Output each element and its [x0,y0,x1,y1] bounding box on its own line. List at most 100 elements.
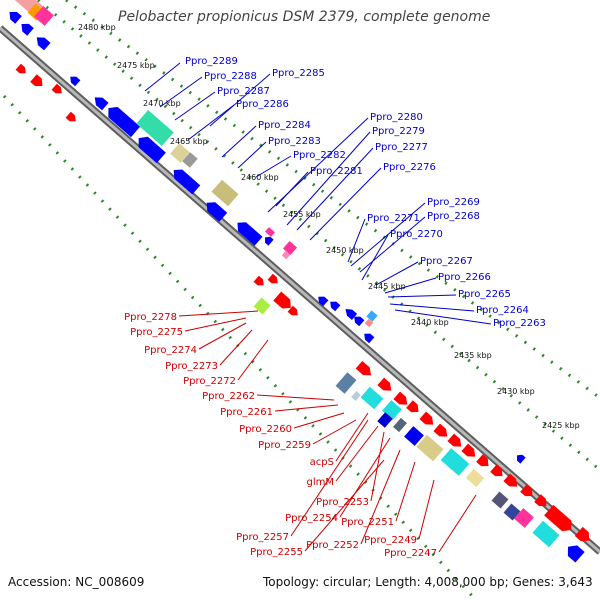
forward-gene-label-leader [221,125,257,158]
forward-gene-label-leader [286,131,371,226]
gene-feature [393,391,408,405]
gene-arrow [544,504,572,532]
ruler-labels: 2480 kbp 2475 kbp 2470 kbp 2465 kbp 2460 kbp… [78,23,580,430]
forward-gene-label: Ppro_2267 [420,256,473,267]
ruler-label: 2460 kbp [241,173,279,182]
gene-feature [318,296,329,307]
gene-feature [351,391,361,401]
gene-arrow [419,411,434,425]
reverse-gene-label: Ppro_2252 [306,540,359,551]
forward-gene-label-leader [375,261,419,286]
gene-feature [433,423,448,437]
gene-block [335,372,357,394]
forward-gene-label: Ppro_2287 [217,86,270,97]
gene-arrow [108,106,141,138]
gene-arrow [94,97,109,111]
ruler-label: 2435 kbp [454,351,492,360]
gene-feature [447,433,462,447]
gene-feature [393,417,407,433]
gene-feature [182,152,198,168]
gene-arrow [490,464,503,477]
reverse-gene-label-leader [418,479,435,540]
gene-arrow [237,222,263,246]
reverse-gene-label: Ppro_2274 [144,345,197,356]
gene-block [366,310,378,322]
forward-gene-label-leader [359,216,426,273]
genome-backbone [0,25,600,555]
forward-gene-label-leader [361,234,389,281]
gene-feature [237,222,263,246]
gene-feature [253,275,264,286]
gene-arrow [534,494,547,507]
gene-feature [30,74,43,87]
reverse-gene-label-leader [360,449,401,545]
reverse-gene-label: Ppro_2275 [130,327,183,338]
ruler-label: 2455 kbp [283,210,321,219]
gene-arrow [15,63,26,74]
gene-arrow [345,309,358,320]
ruler-label: 2440 kbp [411,318,449,327]
gene-feature [416,434,444,462]
gene-feature [377,377,392,391]
reverse-gene-label: Ppro_2255 [250,547,303,558]
reverse-gene-label-leader [178,310,259,317]
forward-gene-label-leader [144,62,181,92]
reverse-gene-label: acpS [310,457,334,468]
gene-block [416,434,444,462]
backbone-highlight [0,26,600,554]
gene-feature [94,97,109,111]
gene-arrow [461,443,476,457]
gene-feature [281,250,291,260]
forward-gene-label-leader [237,141,267,169]
reverse-gene-label: Ppro_2253 [316,497,369,508]
ruler-label: 2450 kbp [326,246,364,255]
gene-arrow [21,23,34,36]
reverse-gene-label: Ppro_2278 [124,312,177,323]
gene-feature [253,297,271,315]
reverse-gene-label: Ppro_2259 [258,440,311,451]
gene-feature [265,227,275,237]
label-leader-lines [144,62,492,553]
gene-arrow [567,545,585,563]
ruler-label: 2465 kbp [170,137,208,146]
gene-feature [136,110,174,146]
gene-arrow [354,316,365,327]
gene-block [281,250,291,260]
reverse-gene-label: glmM [307,477,335,488]
forward-gene-label: Ppro_2266 [438,272,491,283]
reverse-gene-label-leader [256,394,335,401]
gene-feature [476,454,489,467]
gene-feature [490,464,503,477]
tick-dot-row [37,0,600,472]
gene-feature [354,316,365,327]
gene-feature [491,491,509,509]
forward-gene-label-leader [209,73,271,127]
gene-feature [503,503,521,521]
gene-feature [138,136,166,164]
gene-feature [567,545,585,563]
gene-feature [514,508,534,528]
gene-block [34,6,54,26]
gene-arrow [264,236,274,246]
gene-arrow [393,391,408,405]
reverse-gene-label: Ppro_2261 [220,407,273,418]
gene-block [211,179,239,207]
gene-arrow [318,296,329,307]
gene-feature [345,309,358,320]
gene-block [265,227,275,237]
gene-arrow [267,273,278,284]
gene-arrow [65,111,76,122]
gene-block [503,503,521,521]
gene-feature [108,106,141,138]
reverse-gene-label-leader [219,329,253,366]
forward-gene-label-leader [296,147,374,231]
gene-block [253,297,271,315]
forward-gene-label: Ppro_2283 [268,136,321,147]
gene-arrow [520,484,533,497]
ruler-label: 2480 kbp [78,23,116,32]
reverse-gene-label-leader [370,431,385,502]
gene-arrow [51,83,62,94]
gene-arrow [377,377,392,391]
gene-arrow [503,473,518,487]
